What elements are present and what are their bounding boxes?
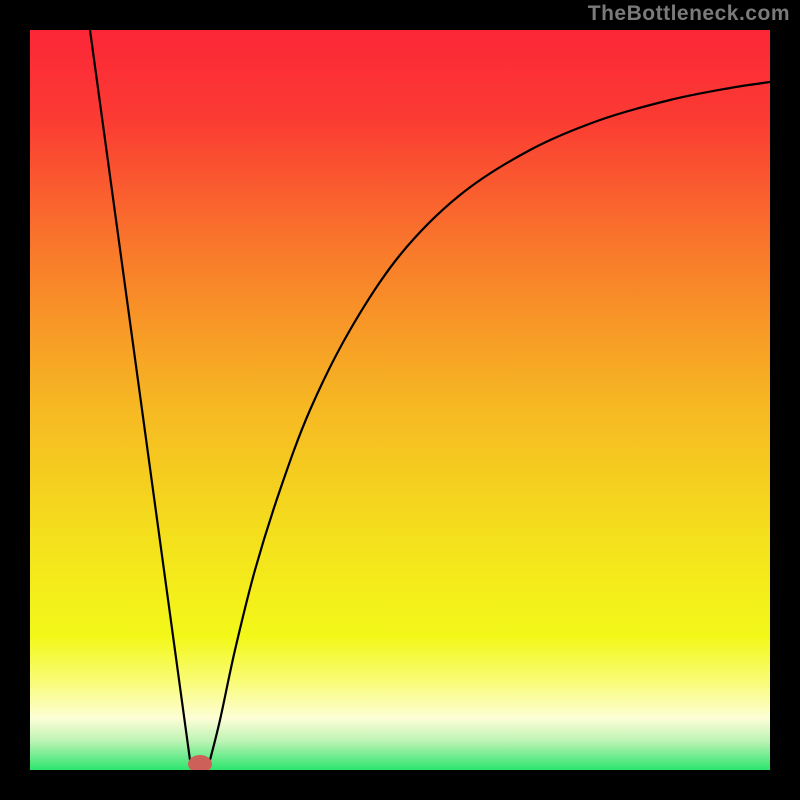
watermark-text: TheBottleneck.com	[588, 2, 790, 26]
chart-container: TheBottleneck.com	[0, 0, 800, 800]
minimum-marker	[188, 755, 212, 770]
chart-area	[30, 30, 770, 770]
left-descending-line	[90, 30, 190, 760]
right-ascending-curve	[210, 82, 770, 760]
curve-overlay	[30, 30, 770, 770]
